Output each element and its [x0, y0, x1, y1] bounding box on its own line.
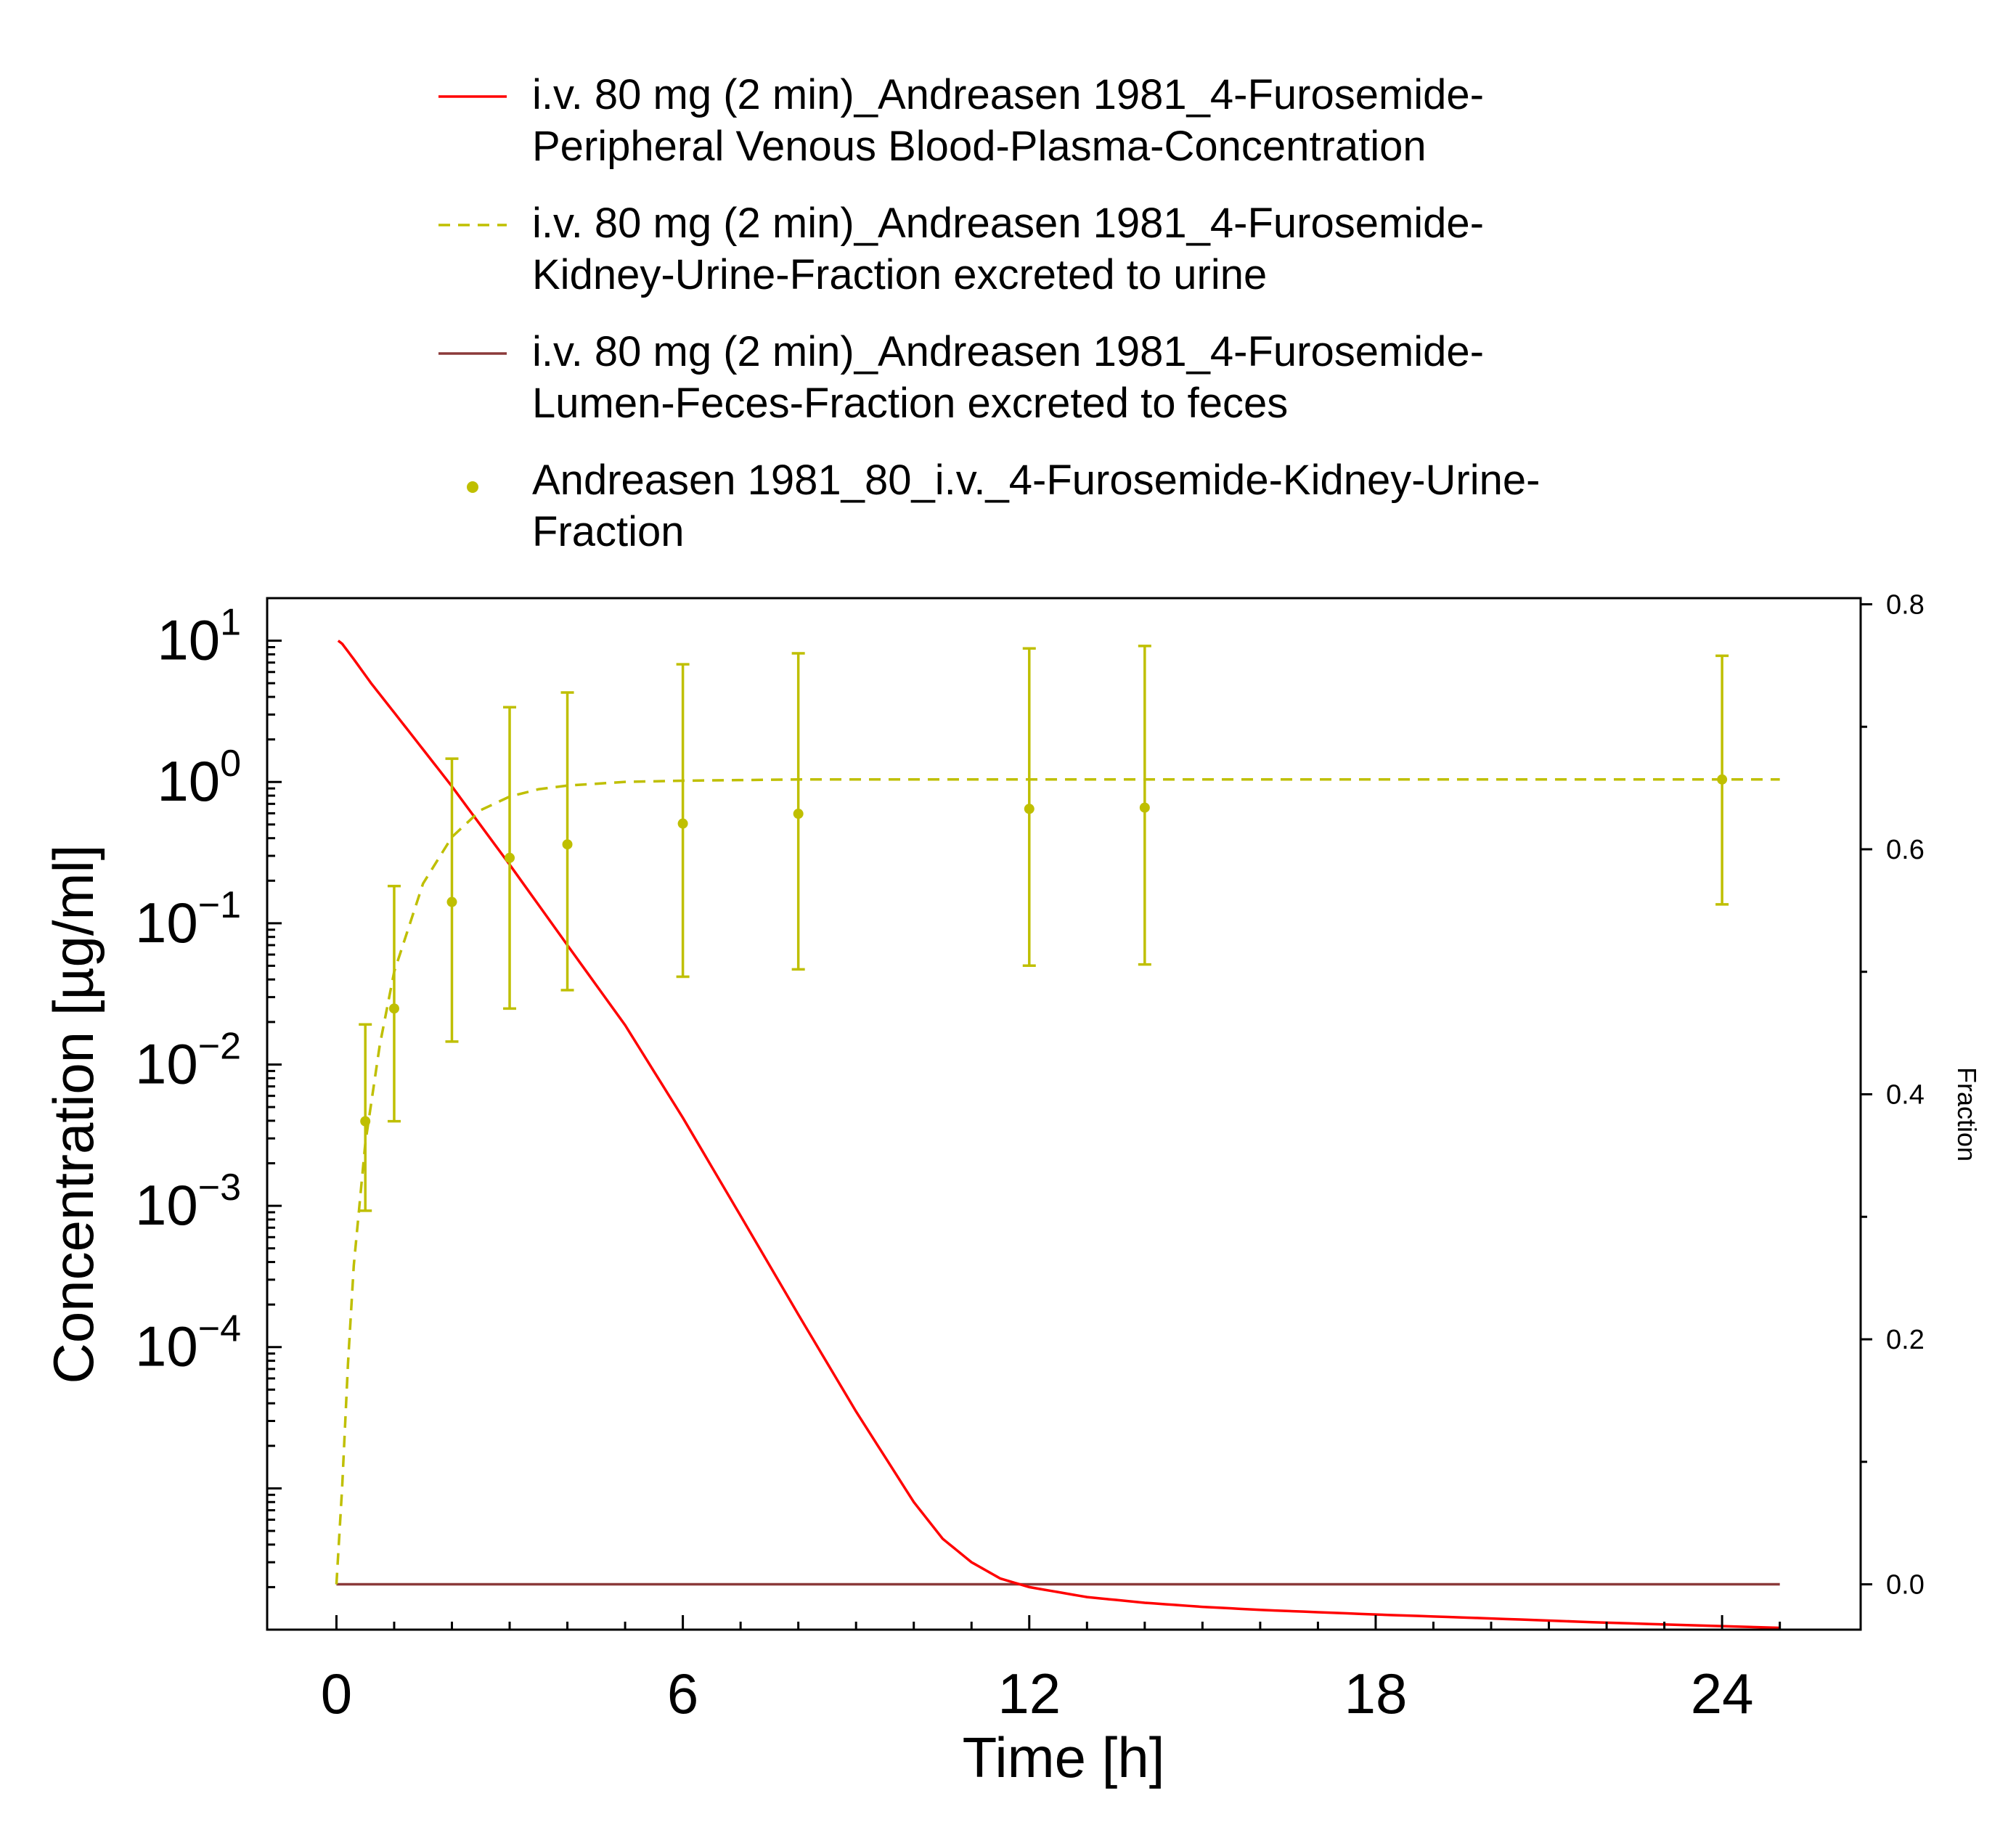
x-tick-label: 0	[321, 1662, 352, 1725]
x-tick-label: 12	[997, 1662, 1061, 1725]
observed-urine-point	[388, 1003, 399, 1014]
x-tick-label: 6	[667, 1662, 698, 1725]
y-tick-label: 10−1	[135, 884, 241, 955]
series-layer	[335, 640, 1780, 1630]
x-axis: 0 6 12 18 24	[321, 1615, 1782, 1725]
y-tick-label: 100	[157, 743, 241, 813]
legend-label: Peripheral Venous Blood-Plasma-Concentra…	[532, 123, 1427, 170]
y2-tick-label: 0.6	[1886, 835, 1925, 865]
y2-tick-label: 0.8	[1886, 589, 1925, 620]
y2-tick-label: 0.2	[1886, 1325, 1925, 1355]
legend: i.v. 80 mg (2 min)_Andreasen 1981_4-Furo…	[438, 71, 1540, 555]
y2-axis-title: Fraction	[1952, 1067, 1982, 1161]
legend-label: i.v. 80 mg (2 min)_Andreasen 1981_4-Furo…	[532, 200, 1484, 247]
y-tick-label: 10−3	[135, 1167, 241, 1237]
legend-marker-observed-urine	[467, 481, 478, 493]
y-tick-label: 101	[157, 602, 241, 672]
plot-frame	[266, 597, 1862, 1631]
y-axis-title: Concentration [µg/ml]	[41, 845, 105, 1384]
legend-label: Kidney-Urine-Fraction excreted to urine	[532, 251, 1267, 298]
x-axis-title: Time [h]	[963, 1725, 1165, 1789]
legend-label: i.v. 80 mg (2 min)_Andreasen 1981_4-Furo…	[532, 71, 1484, 118]
legend-label: Andreasen 1981_80_i.v._4-Furosemide-Kidn…	[532, 457, 1540, 504]
observed-urine-point	[677, 818, 688, 829]
observed-urine-point	[360, 1116, 371, 1127]
urine-fraction-line	[335, 778, 1780, 1585]
observed-urine-point	[562, 839, 573, 850]
x-tick-label: 18	[1344, 1662, 1408, 1725]
observed-urine-point	[1139, 802, 1150, 813]
legend-label: Lumen-Feces-Fraction excreted to feces	[532, 380, 1288, 427]
observed-urine-point	[1024, 804, 1034, 814]
y2-axis: 0.0 0.2 0.4 0.6 0.8	[1861, 589, 1925, 1601]
legend-label: Fraction	[532, 508, 685, 555]
observed-urine-point	[1717, 774, 1728, 785]
legend-label: i.v. 80 mg (2 min)_Andreasen 1981_4-Furo…	[532, 328, 1484, 375]
plasma-concentration-line	[337, 640, 1780, 1630]
y-axis: 101 100 10−1 10−2 10−3 10−4	[135, 597, 282, 1631]
observed-urine-point	[793, 809, 804, 820]
y2-tick-label: 0.4	[1886, 1079, 1925, 1110]
x-tick-label: 24	[1691, 1662, 1754, 1725]
y-tick-label: 10−2	[135, 1025, 241, 1095]
y2-tick-label: 0.0	[1886, 1570, 1925, 1601]
observed-urine-point	[446, 896, 457, 907]
observed-urine-point	[505, 852, 515, 863]
y-tick-label: 10−4	[135, 1308, 241, 1378]
